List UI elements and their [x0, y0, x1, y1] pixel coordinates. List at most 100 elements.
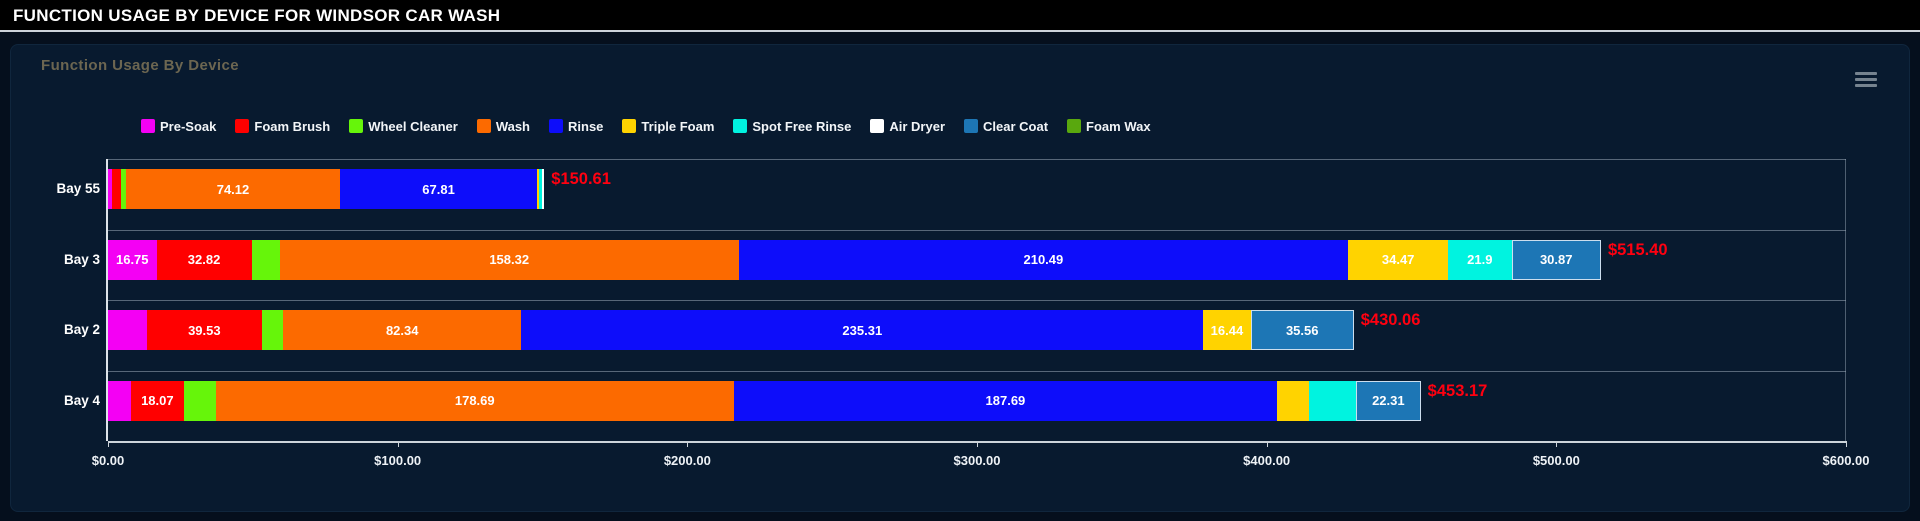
bar-segment-spot-free-rinse[interactable]: 21.9: [1448, 239, 1512, 280]
bar-segment-clear-coat[interactable]: 30.87: [1511, 239, 1601, 280]
segment-value-label: 178.69: [454, 393, 495, 408]
bar-segment-pre-soak[interactable]: [108, 380, 132, 421]
bar-segment-triple-foam[interactable]: [1277, 380, 1309, 421]
legend-label: Wheel Cleaner: [368, 118, 458, 134]
bar-segment-spot-free-rinse[interactable]: [539, 169, 542, 209]
chart-legend: Pre-Soak Foam Brush Wheel Cleaner Wash Rinse…: [141, 117, 1151, 135]
segment-value-label: 21.9: [1467, 252, 1493, 267]
bar-segment-clear-coat[interactable]: 35.56: [1250, 310, 1354, 350]
x-axis-tick: [977, 441, 978, 447]
chart-band: Bay 4 18.07 178.69 187.69 22.31 $453.17: [64, 370, 1846, 442]
bar-segment-triple-foam[interactable]: [536, 169, 540, 209]
chart-plot-area: Bay 55 74.12 67.81 $150.61 Bay 3 16.75 32.82 15…: [56, 159, 1870, 468]
bar-segment-rinse[interactable]: 210.49: [738, 239, 1349, 280]
x-axis-tick-label: $300.00: [953, 453, 1001, 468]
legend-swatch-icon: [141, 119, 155, 133]
legend-swatch-icon: [476, 119, 491, 133]
segment-value-label: 30.87: [1539, 252, 1573, 267]
bar-segment-clear-coat[interactable]: 22.31: [1356, 380, 1421, 421]
legend-label: Rinse: [568, 118, 604, 134]
bar-segment-wheel-cleaner[interactable]: [121, 169, 126, 209]
legend-swatch-icon: [349, 119, 364, 133]
bar-total-label: $430.06: [1360, 311, 1421, 329]
bar-segment-rinse[interactable]: 67.81: [340, 169, 537, 209]
segment-value-label: 67.81: [422, 181, 455, 197]
bar-segment-spot-free-rinse[interactable]: [1308, 380, 1357, 421]
segment-value-label: 158.32: [489, 252, 530, 267]
bar-segment-wash[interactable]: 158.32: [279, 239, 739, 280]
segment-value-label: 22.31: [1372, 393, 1405, 408]
segment-value-label: 18.07: [141, 393, 174, 408]
legend-label: Triple Foam: [641, 118, 715, 134]
segment-value-label: 74.12: [216, 181, 250, 197]
legend-label: Foam Wax: [1086, 118, 1151, 134]
bar-segment-wash[interactable]: 82.34: [282, 310, 522, 350]
bar-segment-air-dryer[interactable]: [542, 169, 545, 209]
chart-card: Function Usage By Device Pre-Soak Foam Br…: [10, 44, 1910, 512]
bar-total-label: $453.17: [1427, 381, 1488, 400]
legend-swatch-icon: [1067, 119, 1082, 133]
legend-swatch-icon: [733, 119, 748, 133]
x-axis-tick-label: $600.00: [1822, 453, 1870, 468]
page-header: FUNCTION USAGE BY DEVICE FOR WINDSOR CAR…: [0, 0, 1920, 32]
segment-value-label: 35.56: [1285, 322, 1319, 338]
legend-label: Spot Free Rinse: [752, 118, 852, 134]
bar-segment-foam-brush[interactable]: 39.53: [147, 310, 262, 350]
y-axis-label-bay-3: Bay 3: [63, 251, 100, 267]
legend-item-spot-free-rinse[interactable]: Spot Free Rinse: [733, 119, 851, 134]
bar-segment-triple-foam[interactable]: 16.44: [1203, 310, 1251, 350]
legend-item-wash[interactable]: Wash: [476, 118, 531, 134]
stacked-bar-bay-2: 39.53 82.34 235.31 16.44 35.56: [108, 310, 1846, 350]
legend-label: Clear Coat: [983, 118, 1049, 134]
segment-value-label: 16.44: [1210, 322, 1244, 338]
legend-item-triple-foam[interactable]: Triple Foam: [622, 119, 714, 134]
x-axis-tick: [687, 441, 689, 447]
segment-value-label: 82.34: [385, 322, 419, 338]
x-axis-tick-label: $100.00: [374, 453, 422, 468]
x-axis-tick-label: $0.00: [91, 453, 125, 468]
bar-segment-pre-soak[interactable]: 16.75: [108, 239, 157, 280]
legend-item-air-dryer[interactable]: Air Dryer: [870, 119, 945, 134]
x-axis-tick: [1846, 441, 1847, 447]
legend-item-wheel-cleaner[interactable]: Wheel Cleaner: [349, 119, 458, 134]
legend-item-clear-coat[interactable]: Clear Coat: [964, 119, 1048, 134]
stacked-bar-bay-4: 18.07 178.69 187.69 22.31: [108, 380, 1846, 421]
bar-segment-wheel-cleaner[interactable]: [183, 380, 216, 421]
chart-menu-button[interactable]: [1855, 69, 1881, 89]
legend-swatch-icon: [870, 119, 885, 133]
legend-label: Air Dryer: [889, 118, 945, 134]
stacked-bar-bay-3: 16.75 32.82 158.32 210.49 34.47 21.9 30.87: [108, 239, 1846, 280]
bar-segment-foam-brush[interactable]: 18.07: [131, 380, 184, 421]
legend-swatch-icon: [964, 119, 978, 133]
bar-segment-wash[interactable]: 74.12: [125, 169, 341, 209]
y-axis-line: [106, 159, 108, 441]
bar-segment-pre-soak[interactable]: [108, 310, 148, 350]
legend-label: Foam Brush: [254, 118, 331, 134]
bar-segment-wheel-cleaner[interactable]: [251, 239, 280, 280]
bar-segment-triple-foam[interactable]: 34.47: [1348, 239, 1449, 280]
bar-segment-wash[interactable]: 178.69: [215, 380, 734, 421]
bar-segment-wheel-cleaner[interactable]: [261, 310, 283, 350]
legend-item-rinse[interactable]: Rinse: [549, 119, 603, 134]
x-axis-tick: [1266, 441, 1268, 447]
bar-total-label: $150.61: [551, 170, 611, 188]
x-axis-tick: [108, 441, 109, 447]
bar-segment-foam-brush[interactable]: 32.82: [156, 239, 252, 280]
legend-item-pre-soak[interactable]: Pre-Soak: [141, 119, 216, 134]
legend-swatch-icon: [622, 119, 637, 133]
bar-segment-rinse[interactable]: 235.31: [521, 310, 1204, 350]
legend-label: Wash: [495, 118, 531, 134]
x-axis-tick-label: $400.00: [1243, 453, 1291, 468]
bar-segment-foam-brush[interactable]: [112, 169, 122, 209]
legend-item-foam-wax[interactable]: Foam Wax: [1067, 119, 1151, 134]
page-title: FUNCTION USAGE BY DEVICE FOR WINDSOR CAR…: [13, 6, 501, 25]
x-axis-tick: [397, 441, 399, 447]
segment-value-label: 32.82: [187, 252, 221, 267]
bar-segment-pre-soak[interactable]: [108, 169, 113, 209]
chart-band: Bay 3 16.75 32.82 158.32 210.49 34.47 21.9 30.8…: [64, 229, 1846, 301]
legend-item-foam-brush[interactable]: Foam Brush: [235, 119, 330, 134]
bar-segment-rinse[interactable]: 187.69: [733, 380, 1278, 421]
legend-swatch-icon: [235, 119, 250, 133]
x-axis-tick-label: $500.00: [1532, 453, 1580, 468]
segment-value-label: 210.49: [1023, 252, 1064, 267]
